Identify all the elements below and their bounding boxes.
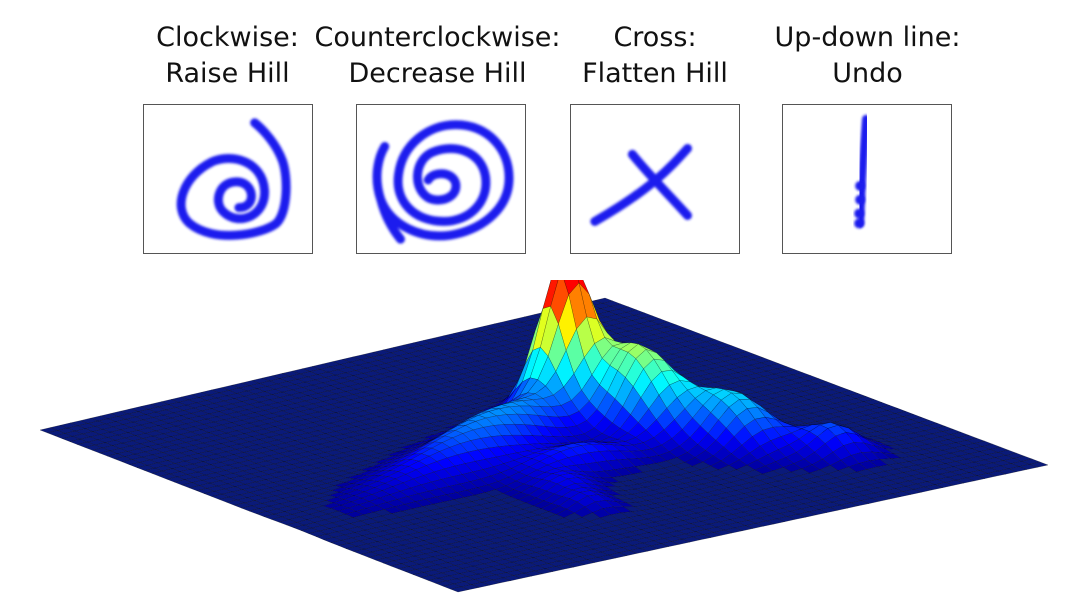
gesture-panel-clockwise xyxy=(143,104,313,254)
gesture-label-cross: Cross: Flatten Hill xyxy=(560,20,750,92)
gesture-name: Cross: xyxy=(613,22,697,53)
gesture-label-counterclockwise: Counterclockwise: Decrease Hill xyxy=(310,20,565,92)
gesture-panel-counterclockwise xyxy=(356,104,526,254)
clockwise-spiral-icon xyxy=(176,118,291,240)
vertical-line-icon xyxy=(854,114,870,229)
gesture-panel-cross xyxy=(570,104,740,254)
gesture-name: Clockwise: xyxy=(156,22,299,53)
gesture-name: Counterclockwise: xyxy=(314,22,561,53)
gesture-action: Raise Hill xyxy=(165,58,290,89)
terrain-surface-plot xyxy=(39,280,1049,593)
cross-icon xyxy=(590,143,692,226)
gesture-panel-updown xyxy=(782,104,952,254)
gesture-label-clockwise: Clockwise: Raise Hill xyxy=(130,20,325,92)
gesture-action: Flatten Hill xyxy=(582,58,728,89)
gesture-name: Up-down line: xyxy=(774,22,961,53)
surface-facet xyxy=(449,586,470,593)
counterclockwise-spiral-icon xyxy=(372,120,514,244)
gesture-label-updown: Up-down line: Undo xyxy=(760,20,975,92)
gesture-action: Undo xyxy=(832,58,903,89)
gesture-action: Decrease Hill xyxy=(348,58,527,89)
